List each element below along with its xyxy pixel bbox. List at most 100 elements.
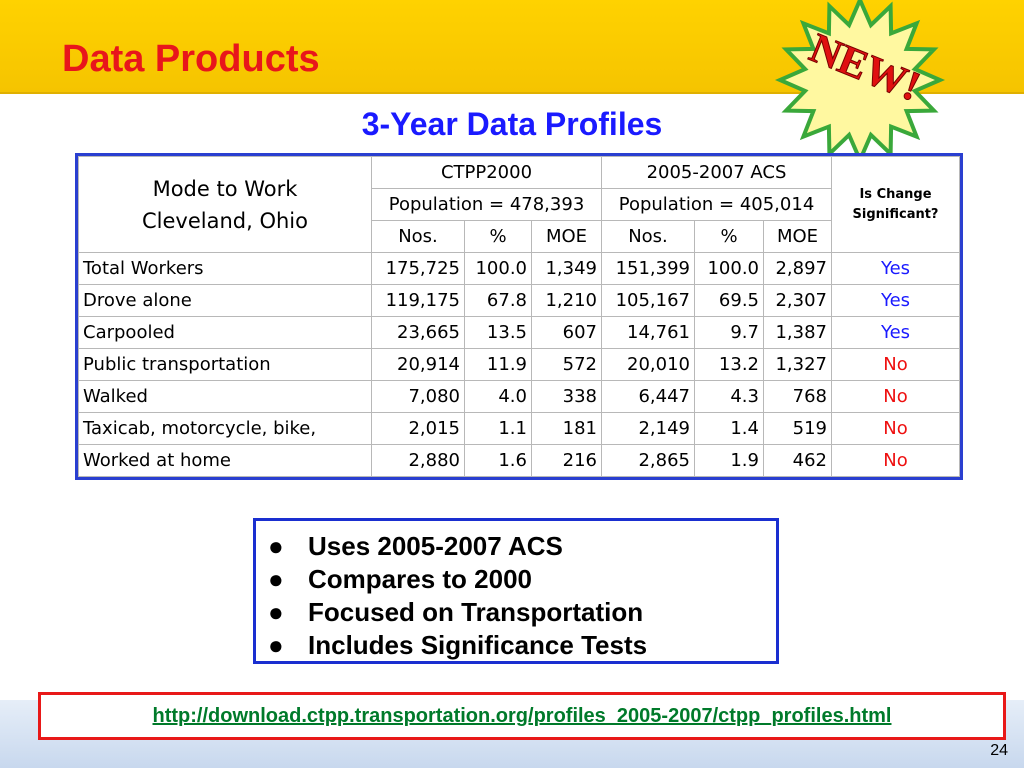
table-row: Drove alone 119,175 67.8 1,210 105,167 69.5 2,… (78, 284, 960, 317)
new-badge: NEW! (774, 0, 946, 165)
cell: 175,725 (371, 252, 465, 285)
bullet-dot: ● (268, 531, 284, 561)
table-row: Carpooled 23,665 13.5 607 14,761 9.7 1,387 Yes (78, 316, 960, 349)
significance: No (831, 412, 960, 445)
table-row: Walked 7,080 4.0 338 6,447 4.3 768 No (78, 380, 960, 413)
row-label: Carpooled (78, 316, 372, 349)
cell: 20,914 (371, 348, 465, 381)
column-header: Nos. (601, 220, 695, 253)
bullet-box: ● Uses 2005-2007 ACS ● Compares to 2000 ● Foc… (253, 518, 779, 664)
cell: 100.0 (694, 252, 764, 285)
slide-title: Data Products (62, 38, 320, 80)
cell: 2,897 (763, 252, 832, 285)
bullet-item: ● Includes Significance Tests (268, 630, 776, 663)
page-number: 24 (990, 742, 1008, 759)
cell: 572 (531, 348, 602, 381)
cell: 14,761 (601, 316, 695, 349)
cell: 2,865 (601, 444, 695, 477)
cell: 216 (531, 444, 602, 477)
table-row: Worked at home 2,880 1.6 216 2,865 1.9 462 No (78, 444, 960, 477)
cell: 20,010 (601, 348, 695, 381)
data-table: Mode to Work Cleveland, Ohio CTPP2000 200… (78, 156, 960, 477)
cell: 607 (531, 316, 602, 349)
row-label: Total Workers (78, 252, 372, 285)
cell: 1,387 (763, 316, 832, 349)
cell: 338 (531, 380, 602, 413)
sig-line: Significant? (852, 206, 939, 222)
bullet-dot: ● (268, 597, 284, 627)
bullet-text: Uses 2005-2007 ACS (308, 531, 563, 561)
cell: 2,307 (763, 284, 832, 317)
row-label: Drove alone (78, 284, 372, 317)
column-header: % (464, 220, 532, 253)
column-header: % (694, 220, 764, 253)
significance: No (831, 380, 960, 413)
table-row: Total Workers 175,725 100.0 1,349 151,399 100… (78, 252, 960, 285)
population: Population = 405,014 (601, 188, 832, 221)
bullet-text: Includes Significance Tests (308, 630, 648, 660)
bullet-item: ● Uses 2005-2007 ACS (268, 531, 776, 564)
significance: No (831, 444, 960, 477)
group-header: CTPP2000 (371, 156, 602, 189)
bullet-item: ● Focused on Transportation (268, 597, 776, 630)
significance-header: Is Change Significant? (831, 156, 960, 253)
significance: No (831, 348, 960, 381)
cell: 2,149 (601, 412, 695, 445)
column-header: MOE (763, 220, 832, 253)
table-frame: Mode to Work Cleveland, Ohio CTPP2000 200… (75, 153, 963, 480)
cell: 4.3 (694, 380, 764, 413)
cell: 1.9 (694, 444, 764, 477)
cell: 11.9 (464, 348, 532, 381)
corner-line: Mode to Work (152, 176, 298, 201)
row-label: Taxicab, motorcycle, bike, (78, 412, 372, 445)
column-header: MOE (531, 220, 602, 253)
cell: 1.4 (694, 412, 764, 445)
row-label: Walked (78, 380, 372, 413)
corner-line: Cleveland, Ohio (142, 208, 308, 233)
cell: 1,210 (531, 284, 602, 317)
row-label: Public transportation (78, 348, 372, 381)
subtitle: 3-Year Data Profiles (361, 106, 663, 142)
column-header: Nos. (371, 220, 465, 253)
bullet-item: ● Compares to 2000 (268, 564, 776, 597)
cell: 1,327 (763, 348, 832, 381)
corner-cell: Mode to Work Cleveland, Ohio (78, 156, 372, 253)
table-row: Public transportation 20,914 11.9 572 20,010… (78, 348, 960, 381)
bullet-text: Focused on Transportation (308, 597, 644, 627)
table-row: Taxicab, motorcycle, bike, 2,015 1.1 181 2,1… (78, 412, 960, 445)
group-header: 2005-2007 ACS (601, 156, 832, 189)
url-box: http://download.ctpp.transportation.org/… (38, 692, 1006, 740)
cell: 69.5 (694, 284, 764, 317)
cell: 13.5 (464, 316, 532, 349)
bullet-dot: ● (268, 564, 284, 594)
cell: 2,015 (371, 412, 465, 445)
sig-line: Is Change (859, 186, 932, 202)
cell: 6,447 (601, 380, 695, 413)
bullet-dot: ● (268, 630, 284, 660)
cell: 23,665 (371, 316, 465, 349)
cell: 4.0 (464, 380, 532, 413)
cell: 13.2 (694, 348, 764, 381)
cell: 67.8 (464, 284, 532, 317)
population: Population = 478,393 (371, 188, 602, 221)
cell: 462 (763, 444, 832, 477)
cell: 100.0 (464, 252, 532, 285)
significance: Yes (831, 284, 960, 317)
row-label: Worked at home (78, 444, 372, 477)
cell: 119,175 (371, 284, 465, 317)
cell: 1,349 (531, 252, 602, 285)
significance: Yes (831, 252, 960, 285)
significance: Yes (831, 316, 960, 349)
cell: 519 (763, 412, 832, 445)
cell: 181 (531, 412, 602, 445)
cell: 105,167 (601, 284, 695, 317)
cell: 151,399 (601, 252, 695, 285)
cell: 9.7 (694, 316, 764, 349)
cell: 1.6 (464, 444, 532, 477)
bullet-text: Compares to 2000 (308, 564, 532, 594)
cell: 768 (763, 380, 832, 413)
starburst (774, 0, 946, 165)
cell: 7,080 (371, 380, 465, 413)
url-link[interactable]: http://download.ctpp.transportation.org/… (152, 705, 892, 727)
